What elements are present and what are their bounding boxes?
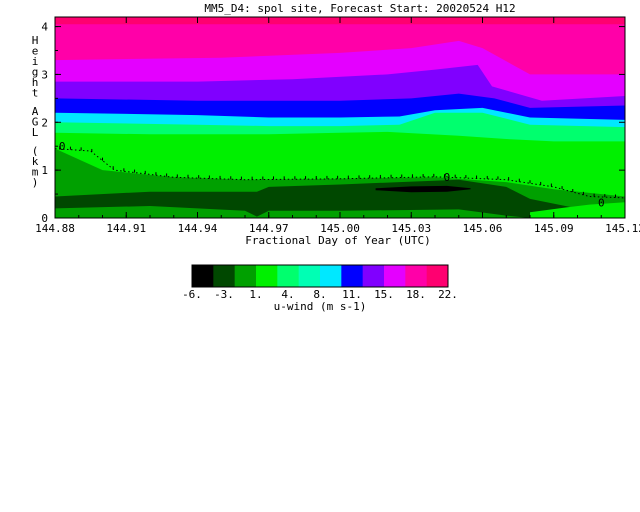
contour-region xyxy=(375,185,471,193)
x-tick-label: 145.03 xyxy=(391,222,431,235)
colorbar-tick-label: 22. xyxy=(438,288,458,301)
colorbar-swatch xyxy=(192,265,214,287)
colorbar-swatch xyxy=(277,265,300,287)
colorbar-swatch xyxy=(213,265,236,287)
colorbar-tick-label: 15. xyxy=(374,288,394,301)
y-tick-label: 3 xyxy=(41,68,48,81)
y-axis-label-char: ) xyxy=(32,176,39,189)
colorbar-frame xyxy=(191,264,449,288)
x-tick-label: 145.09 xyxy=(534,222,574,235)
colorbar-swatch xyxy=(341,265,364,287)
y-axis-label-char: e xyxy=(32,45,39,58)
y-tick-label: 1 xyxy=(41,164,48,177)
colorbar-tick-label: 4. xyxy=(281,288,294,301)
colorbar-swatch xyxy=(362,265,385,287)
x-tick-label: 144.94 xyxy=(178,222,218,235)
colorbar-tick-label: -6. xyxy=(182,288,202,301)
y-axis-label-char: t xyxy=(32,87,39,100)
y-tick-label: 0 xyxy=(41,212,48,225)
colorbar: -6. -3. 1. 4. 8. 11. 15. 18. 22. xyxy=(182,264,458,301)
y-axis-label-char: ( xyxy=(32,145,39,158)
x-axis-label: Fractional Day of Year (UTC) xyxy=(245,234,430,247)
chart-title: MM5_D4: spol site, Forecast Start: 20020… xyxy=(204,2,515,15)
y-axis-label-char: k xyxy=(32,155,39,168)
zero-contour-line xyxy=(55,148,625,199)
colorbar-swatch xyxy=(234,265,257,287)
x-tick-label: 144.88 xyxy=(35,222,75,235)
y-tick-label: 4 xyxy=(41,21,48,34)
y-axis-label-char: L xyxy=(32,126,39,139)
y-axis-label-char: h xyxy=(32,76,39,89)
colorbar-swatch xyxy=(384,265,406,287)
contour-label: 0 xyxy=(444,171,451,184)
colorbar-tick-label: 11. xyxy=(342,288,362,301)
y-tick-label: 2 xyxy=(41,116,48,129)
colorbar-swatch xyxy=(298,265,321,287)
y-axis-label-char: H xyxy=(32,34,39,47)
colorbar-swatch xyxy=(256,265,278,287)
contour-region xyxy=(55,179,625,218)
x-tick-label: 145.12 xyxy=(605,222,640,235)
x-axis: 144.88 144.91 144.94 144.97 145.00 145.03 145.… xyxy=(35,17,640,235)
colorbar-tick-label: 1. xyxy=(249,288,262,301)
y-axis-label-char: m xyxy=(32,166,39,179)
x-tick-label: 144.91 xyxy=(106,222,146,235)
contour-label: 0 xyxy=(59,140,66,153)
contour-label: 0 xyxy=(598,197,605,210)
y-axis-label-char: i xyxy=(32,55,39,68)
x-tick-label: 144.97 xyxy=(249,222,289,235)
colorbar-swatch xyxy=(426,265,449,287)
y-axis-label-char: g xyxy=(32,66,39,79)
colorbar-tick-label: 18. xyxy=(406,288,426,301)
y-axis-label-char: G xyxy=(32,116,39,129)
x-tick-label: 145.00 xyxy=(320,222,360,235)
colorbar-swatch xyxy=(320,265,342,287)
plot-area: 0 0 0 xyxy=(55,17,625,218)
colorbar-tick-label: 8. xyxy=(313,288,326,301)
colorbar-label: u-wind (m s-1) xyxy=(274,300,367,313)
colorbar-tick-label: -3. xyxy=(214,288,234,301)
x-tick-label: 145.06 xyxy=(463,222,503,235)
y-axis-label-char: A xyxy=(32,105,39,118)
colorbar-swatch xyxy=(405,265,428,287)
